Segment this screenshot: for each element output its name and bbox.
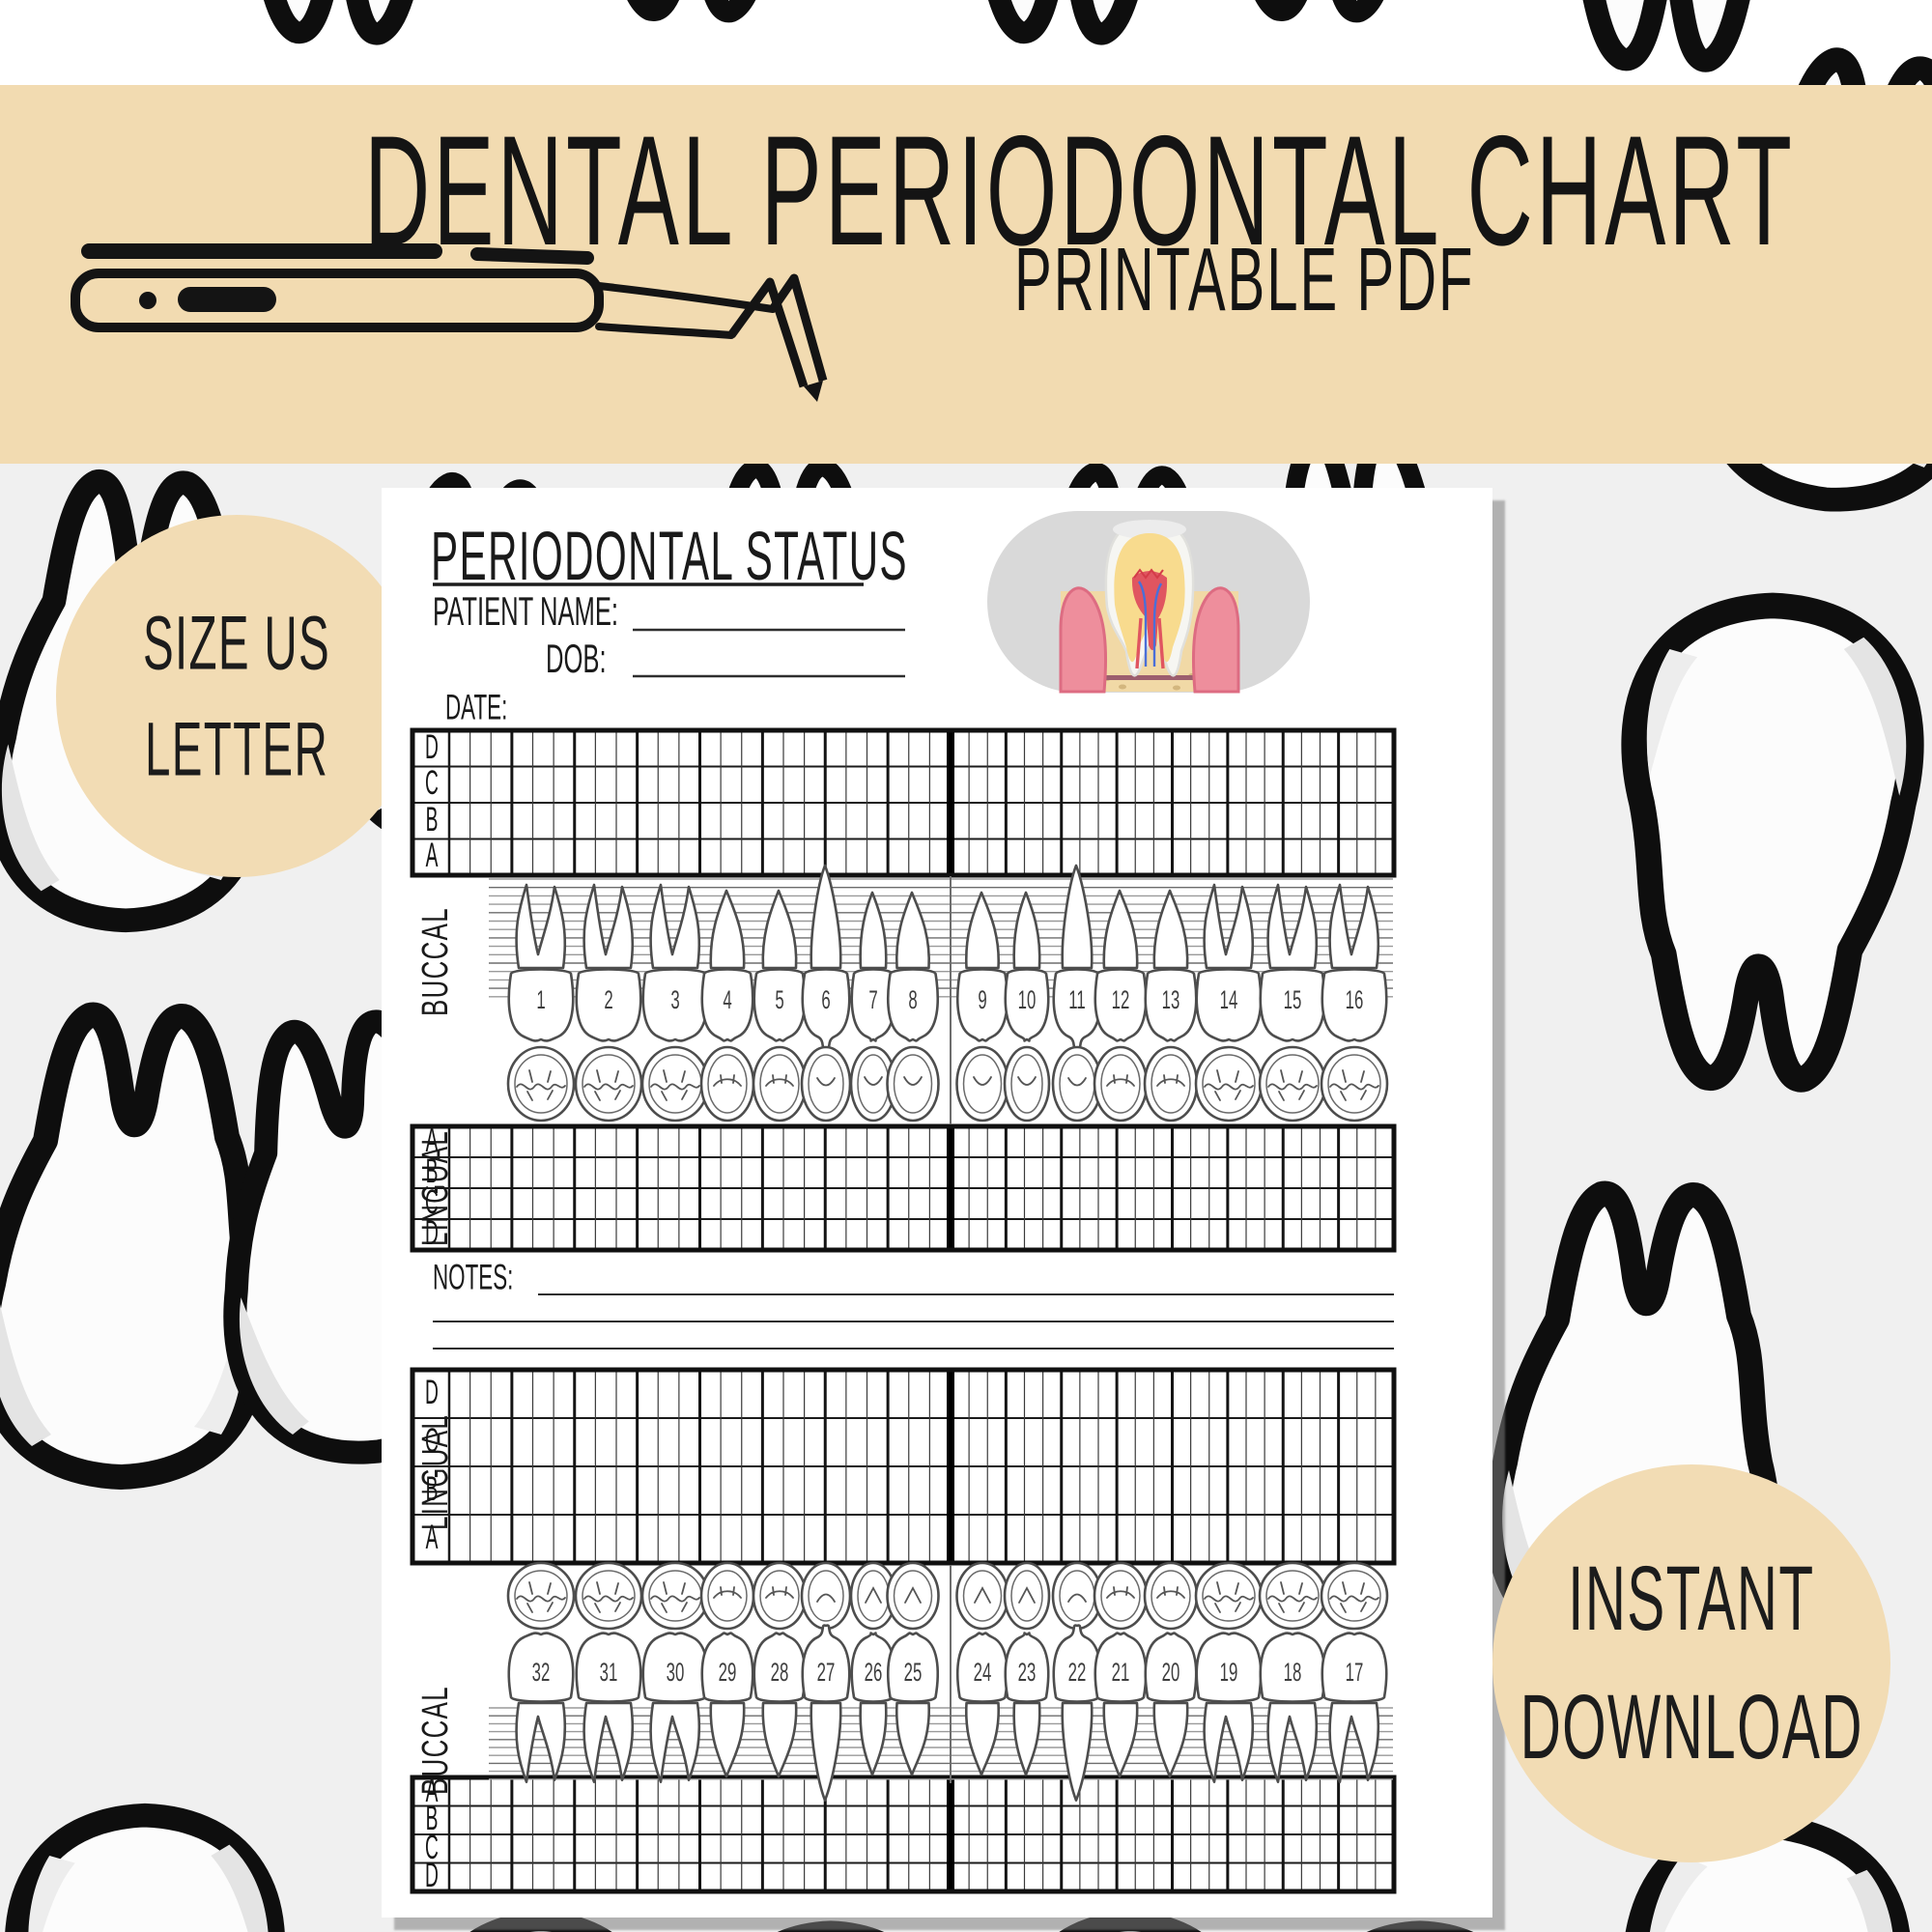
grid-lower-lingual-rowlabel-D: D xyxy=(425,1373,439,1412)
upper-buccal-label: BUCCAL xyxy=(415,907,456,1016)
us-letter-page-mockup xyxy=(382,488,1492,1918)
page-title: PERIODONTAL STATUS xyxy=(431,517,908,595)
grid-lower-lingual-rowlabel-B: B xyxy=(425,1469,439,1509)
instant-download-badge: INSTANT DOWNLOAD xyxy=(1492,1464,1890,1862)
size-badge-line2: LETTER xyxy=(145,706,329,792)
patient-name-label: PATIENT NAME: xyxy=(433,589,619,635)
grid-upper-buccal-rowlabel-A: A xyxy=(425,836,439,875)
grid-upper-buccal-rowlabel-D: D xyxy=(425,726,439,766)
banner-title: DENTAL PERIODONTAL CHART xyxy=(364,102,1796,278)
download-badge-line2: DOWNLOAD xyxy=(1520,1676,1863,1778)
size-badge: SIZE US LETTER xyxy=(56,515,418,877)
grid-upper-lingual-rowlabel-D: D xyxy=(425,1213,439,1253)
date-label: DATE: xyxy=(445,688,508,727)
banner-subtitle: PRINTABLE PDF xyxy=(1014,229,1475,329)
grid-lower-lingual-rowlabel-C: C xyxy=(425,1421,439,1461)
dob-label: DOB: xyxy=(546,637,607,682)
size-badge-line1: SIZE US xyxy=(143,600,331,686)
download-badge-line1: INSTANT xyxy=(1568,1548,1815,1650)
grid-lower-buccal-rowlabel-D: D xyxy=(425,1856,439,1895)
grid-upper-buccal-rowlabel-B: B xyxy=(425,799,439,838)
grid-upper-buccal-rowlabel-C: C xyxy=(425,763,439,803)
grid-lower-lingual-rowlabel-A: A xyxy=(425,1518,439,1557)
notes-label: NOTES: xyxy=(433,1258,514,1297)
